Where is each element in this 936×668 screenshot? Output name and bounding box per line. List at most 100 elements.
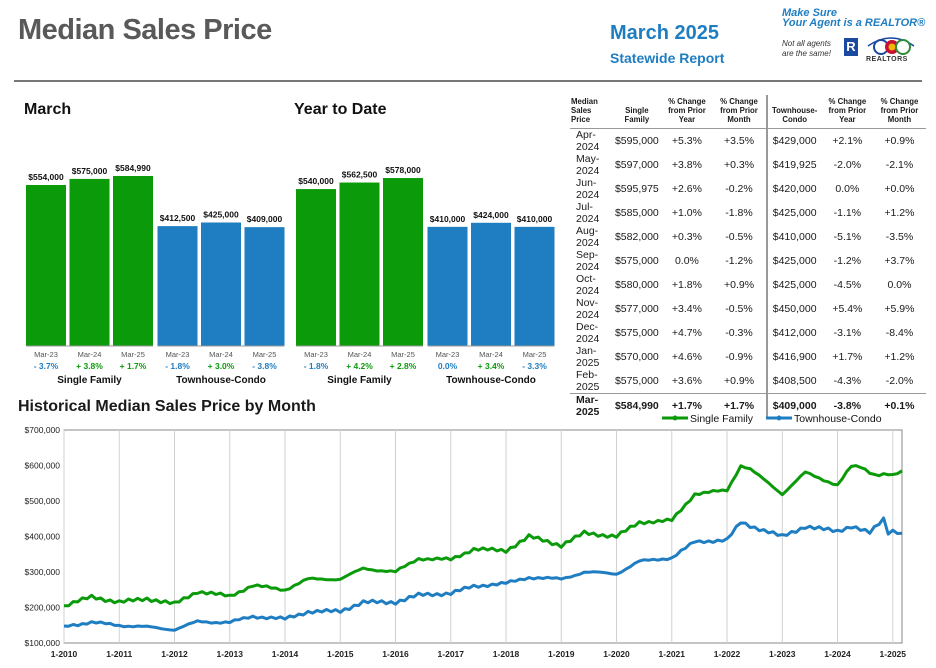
table-cell: -4.3% (833, 375, 862, 387)
table-cell: Feb-2025 (576, 369, 600, 393)
table-cell: $408,500 (765, 369, 822, 394)
logo-line3: Not all agents (782, 39, 831, 48)
table-cell: -1.1% (833, 207, 862, 219)
table-cell: +5.9% (884, 303, 915, 315)
bar-group-label: Townhouse-Condo (446, 375, 536, 386)
bar-value-label: $409,000 (247, 214, 283, 224)
bar (296, 189, 336, 346)
logo-line1: Make Sure (782, 7, 838, 19)
bar-category-label: Mar-24 (209, 350, 233, 359)
bar-value-label: $410,000 (517, 214, 553, 224)
y-tick-label: $400,000 (25, 532, 61, 542)
x-tick-label: 1-2011 (106, 649, 132, 659)
table-row: Dec-2024 $575,000 +4.7% -0.3% $412,000 -3.1% -… (570, 321, 926, 345)
bar-chart-title: Year to Date (294, 101, 387, 118)
table-cell: Dec-2024 (576, 321, 600, 345)
table-header-row: Median Sales Price Single Family% Change … (570, 95, 926, 129)
table-cell: $585,000 (614, 207, 659, 219)
table-cell: Jul-2024 (576, 201, 600, 225)
table-cell: $416,900 (765, 345, 822, 369)
bar-change-label: - 3.8% (252, 361, 277, 371)
table-body: Apr-2024 $595,000 +5.3% +3.5% $429,000 +2.1% +… (570, 128, 926, 418)
table-cell: $575,000 (614, 327, 659, 339)
table-cell: $580,000 (614, 279, 659, 291)
table-cell: -2.0% (885, 375, 914, 387)
table-cell: Jun-2024 (576, 177, 600, 201)
series-line-single-family (63, 464, 903, 608)
bar-value-label: $412,500 (160, 213, 196, 223)
table-cell: -4.5% (833, 279, 862, 291)
bar-value-label: $540,000 (298, 176, 334, 186)
table-cell: +1.7% (661, 393, 713, 418)
table-cell: May-2024 (576, 153, 600, 177)
table-cell: +0.3% (671, 231, 702, 243)
table-cell: Oct-2024 (576, 273, 600, 297)
bar (339, 182, 380, 346)
table-cell: $425,000 (765, 249, 822, 273)
table-cell: Jan-2025 (576, 345, 600, 369)
table-cell: +0.3% (723, 159, 755, 171)
bar (201, 222, 241, 346)
bar (514, 226, 555, 346)
y-tick-label: $200,000 (25, 603, 61, 613)
table-cell: +2.6% (671, 183, 702, 195)
bar-change-label: + 4.2% (346, 361, 373, 371)
table-cell: +4.7% (671, 327, 702, 339)
bar-change-label: - 1.8% (165, 361, 190, 371)
bar-change-label: + 2.8% (390, 361, 417, 371)
table-header-cell: Townhouse-Condo (765, 95, 822, 129)
table-cell: $420,000 (765, 177, 822, 201)
bar (471, 222, 511, 346)
logo-line4: are the same! (782, 49, 831, 58)
table-header-cell: Single Family (612, 95, 662, 129)
table-row: May-2024 $597,000 +3.8% +0.3% $419,925 -2.0% -… (570, 153, 926, 177)
realtor-r-icon: R (844, 38, 858, 56)
bar-category-label: Mar-23 (34, 350, 58, 359)
table-cell: +3.4% (671, 303, 702, 315)
bar (113, 176, 153, 346)
table-cell: +0.0% (884, 183, 915, 195)
legend-label: Townhouse-Condo (794, 413, 882, 425)
bar-charts: March $554,000 Mar-23 - 3.7% $575,000 Mar-24 +… (24, 101, 555, 386)
table-cell: +3.6% (671, 375, 702, 387)
table-cell: -0.5% (725, 231, 753, 243)
x-tick-label: 1-2024 (824, 649, 851, 659)
table-row: Feb-2025 $575,000 +3.6% +0.9% $408,500 -4.3% -… (570, 369, 926, 394)
table-cell: +5.4% (832, 303, 863, 315)
table-header-cell: % Change from Prior Month (712, 95, 767, 129)
x-tick-label: 1-2019 (548, 649, 575, 659)
table-cell: -0.2% (725, 183, 753, 195)
table-cell: Apr-2024 (576, 129, 600, 153)
table-cell: $450,000 (765, 297, 822, 321)
bar-change-label: + 1.7% (120, 361, 147, 371)
table-cell: $425,000 (765, 273, 822, 297)
bar-category-label: Mar-24 (78, 350, 102, 359)
table-row: Oct-2024 $580,000 +1.8% +0.9% $425,000 -4.5% 0… (570, 273, 926, 297)
bar (69, 178, 110, 346)
bar-category-label: Mar-23 (436, 350, 460, 359)
report-subtitle: Statewide Report (610, 50, 725, 66)
table-cell: +0.9% (884, 135, 915, 147)
table-cell: -3.8% (821, 393, 873, 418)
bar-change-label: - 1.8% (304, 361, 329, 371)
y-tick-label: $700,000 (25, 425, 61, 435)
x-tick-label: 1-2015 (327, 649, 354, 659)
table-cell: -1.2% (725, 255, 753, 267)
bar-category-label: Mar-25 (121, 350, 145, 359)
x-tick-label: 1-2012 (161, 649, 188, 659)
table-cell: +0.9% (723, 279, 755, 291)
table-cell: +1.2% (884, 351, 915, 363)
table-cell: $570,000 (614, 351, 659, 363)
table-cell: Sep-2024 (576, 249, 600, 273)
table-cell: +1.7% (712, 393, 767, 418)
table-cell: +5.3% (671, 135, 702, 147)
table-cell: -2.1% (885, 159, 914, 171)
y-tick-label: $100,000 (25, 638, 61, 648)
table-cell: $429,000 (765, 128, 822, 153)
table-cell: $425,000 (765, 201, 822, 225)
table-cell: -0.5% (725, 303, 753, 315)
page-title: Median Sales Price (18, 14, 272, 46)
logo-line2: Your Agent is a REALTOR® (782, 17, 926, 29)
historical-line-chart: 1-2010 1-2011 1-2012 1-2013 1-2014 1-2015 1-20… (25, 413, 907, 659)
table-cell: $595,975 (614, 183, 659, 195)
